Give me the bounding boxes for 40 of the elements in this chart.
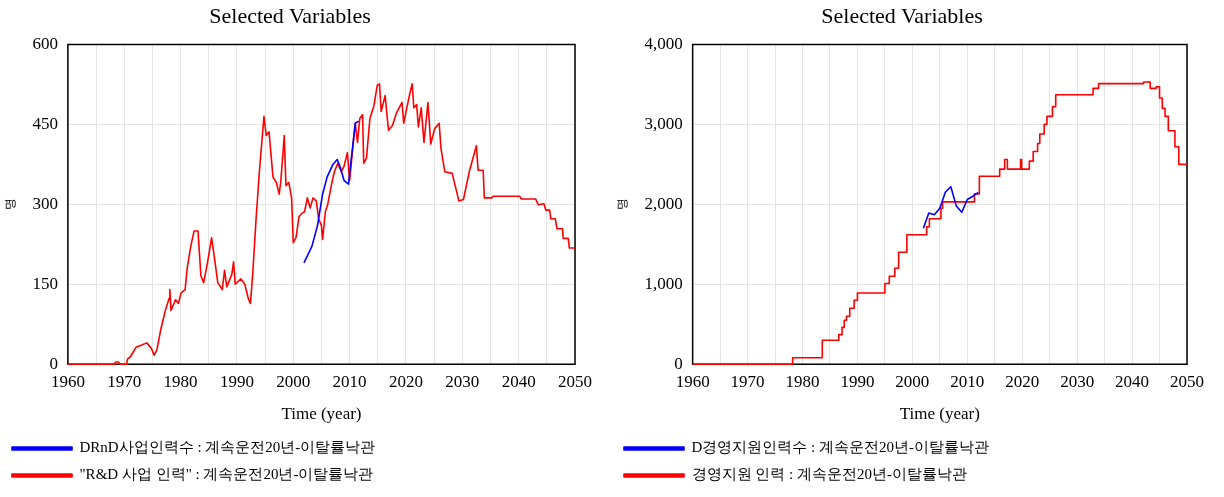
y-tick-label: 600 bbox=[32, 33, 58, 53]
y-tick-label: 450 bbox=[32, 113, 58, 133]
y-axis-title: 명 bbox=[3, 198, 18, 211]
x-tick-label: 1970 bbox=[107, 371, 142, 391]
chart-title: Selected Variables bbox=[209, 2, 371, 28]
y-tick-label: 0 bbox=[49, 353, 58, 373]
x-tick-label: 2040 bbox=[501, 371, 536, 391]
x-tick-label: 1980 bbox=[163, 371, 198, 391]
x-tick-label: 2030 bbox=[445, 371, 480, 391]
x-tick-label: 2000 bbox=[895, 371, 930, 391]
x-tick-label: 1990 bbox=[840, 371, 875, 391]
x-tick-label: 2010 bbox=[950, 371, 985, 391]
x-tick-label: 1980 bbox=[785, 371, 820, 391]
x-axis-title: Time (year) bbox=[281, 404, 362, 424]
legend-label: D경영지원인력수 : 계속운전20년-이탈률낙관 bbox=[691, 439, 989, 456]
y-tick-label: 3,000 bbox=[644, 113, 683, 133]
x-tick-label: 2010 bbox=[332, 371, 367, 391]
y-tick-label: 1,000 bbox=[644, 273, 683, 293]
x-axis-title: Time (year) bbox=[899, 404, 980, 424]
y-tick-label: 2,000 bbox=[644, 193, 683, 213]
x-tick-label: 1960 bbox=[50, 371, 85, 391]
x-tick-label: 2040 bbox=[1115, 371, 1150, 391]
x-tick-label: 2000 bbox=[276, 371, 311, 391]
y-tick-label: 4,000 bbox=[644, 33, 683, 53]
y-tick-label: 0 bbox=[674, 353, 683, 373]
x-tick-label: 2020 bbox=[388, 371, 423, 391]
x-tick-label: 2020 bbox=[1005, 371, 1040, 391]
x-tick-label: 2030 bbox=[1060, 371, 1095, 391]
x-tick-label: 1970 bbox=[730, 371, 765, 391]
y-axis-title: 명 bbox=[615, 198, 630, 211]
legend-label: 경영지원 인력 : 계속운전20년-이탈률낙관 bbox=[691, 466, 967, 483]
x-tick-label: 2050 bbox=[558, 371, 592, 391]
x-tick-label: 1960 bbox=[675, 371, 710, 391]
y-tick-label: 300 bbox=[32, 193, 58, 213]
x-tick-label: 1990 bbox=[219, 371, 254, 391]
x-tick-label: 2050 bbox=[1170, 371, 1204, 391]
y-tick-label: 150 bbox=[32, 273, 58, 293]
legend-label: "R&D 사업 인력" : 계속운전20년-이탈률낙관 bbox=[79, 466, 374, 483]
chart-title: Selected Variables bbox=[821, 2, 983, 28]
legend-label: DRnD사업인력수 : 계속운전20년-이탈률낙관 bbox=[79, 439, 376, 456]
